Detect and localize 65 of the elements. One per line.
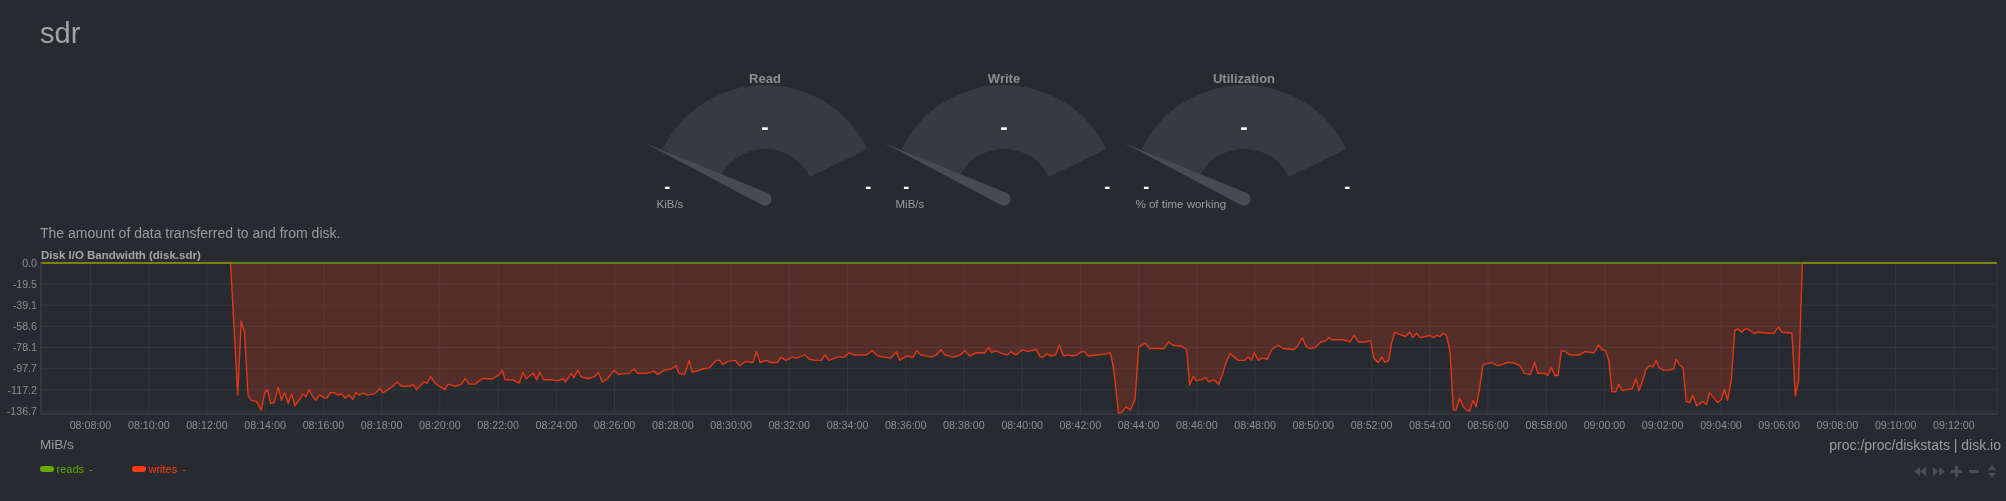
x-tick-label: 08:42:00 [1059, 418, 1102, 431]
text: Utilization [1212, 70, 1275, 86]
x-tick-label: 09:02:00 [1641, 418, 1684, 431]
x-tick-label: 08:56:00 [1467, 418, 1509, 431]
x-tick-label: 08:50:00 [1292, 418, 1335, 431]
x-tick-label: 08:44:00 [1117, 418, 1160, 431]
x-tick-label: 08:28:00 [652, 418, 694, 431]
x-tick-label: 08:34:00 [826, 418, 869, 431]
legend-label: writes [148, 462, 178, 476]
text: % of time working [1135, 198, 1227, 210]
chart-subtitle: The amount of data transferred to and from disk. [40, 225, 341, 241]
y-tick-label: -117.2 [7, 383, 38, 396]
text: MiB/s [895, 198, 925, 210]
text: KiB/s [656, 198, 684, 210]
x-tick-label: 08:14:00 [244, 418, 286, 431]
text: - [1143, 177, 1150, 197]
x-tick-label: 08:30:00 [710, 418, 752, 431]
x-tick-label: 08:38:00 [943, 418, 985, 431]
text: - [663, 177, 670, 197]
y-tick-label: -97.7 [12, 362, 38, 375]
x-tick-label: 08:16:00 [302, 418, 345, 431]
y-tick-label: -19.5 [12, 277, 38, 290]
x-tick-label: 09:08:00 [1816, 418, 1859, 431]
text: MiB/s [40, 437, 74, 452]
text: - [182, 462, 186, 476]
text: - [1240, 113, 1248, 139]
text: - [903, 177, 910, 197]
text: Read [748, 70, 781, 86]
text: - [1344, 177, 1351, 197]
x-tick-label: 08:20:00 [419, 418, 461, 431]
text: - [760, 113, 769, 139]
text: - [1000, 113, 1008, 139]
x-tick-label: 08:36:00 [884, 418, 927, 431]
y-tick-label: -39.1 [12, 299, 38, 312]
text: - [864, 177, 871, 197]
x-tick-label: 08:22:00 [477, 418, 520, 431]
x-tick-label: 08:32:00 [768, 418, 811, 431]
text: sdr [40, 17, 81, 49]
x-tick-label: 08:58:00 [1525, 418, 1568, 431]
text: - [89, 462, 93, 476]
x-tick-label: 09:12:00 [1933, 418, 1975, 431]
legend-label: reads [56, 462, 85, 476]
y-tick-label: 0.0 [22, 256, 38, 269]
x-tick-label: 08:10:00 [127, 418, 170, 431]
x-tick-label: 09:10:00 [1874, 418, 1917, 431]
x-tick-label: 08:12:00 [186, 418, 228, 431]
x-tick-label: 08:54:00 [1408, 418, 1451, 431]
x-tick-label: 08:40:00 [1001, 418, 1044, 431]
x-tick-label: 08:26:00 [593, 418, 636, 431]
x-tick-label: 08:18:00 [360, 418, 403, 431]
y-tick-label: -78.1 [12, 341, 38, 354]
chart-title: Disk I/O Bandwidth (disk.sdr) [41, 249, 201, 261]
x-tick-label: 08:08:00 [69, 418, 112, 431]
x-tick-label: 09:06:00 [1758, 418, 1801, 431]
text: - [1104, 177, 1111, 197]
text: Write [988, 70, 1021, 86]
y-tick-label: -136.7 [6, 404, 38, 417]
x-tick-label: 09:00:00 [1583, 418, 1626, 431]
y-tick-label: -58.6 [12, 320, 38, 333]
text: proc:/proc/diskstats | disk.io [1829, 437, 2001, 453]
x-tick-label: 08:46:00 [1176, 418, 1218, 431]
x-tick-label: 09:04:00 [1700, 418, 1742, 431]
x-tick-label: 08:24:00 [535, 418, 578, 431]
x-tick-label: 08:48:00 [1234, 418, 1276, 431]
x-tick-label: 08:52:00 [1350, 418, 1393, 431]
